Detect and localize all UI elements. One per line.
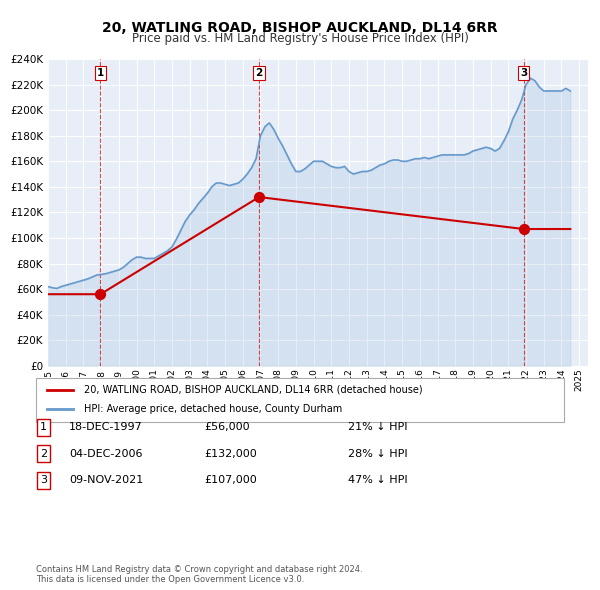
Text: 47% ↓ HPI: 47% ↓ HPI <box>348 476 407 485</box>
Text: 20, WATLING ROAD, BISHOP AUCKLAND, DL14 6RR (detached house): 20, WATLING ROAD, BISHOP AUCKLAND, DL14 … <box>83 385 422 395</box>
Text: 1: 1 <box>97 68 104 78</box>
FancyBboxPatch shape <box>37 472 50 489</box>
Text: 21% ↓ HPI: 21% ↓ HPI <box>348 422 407 432</box>
Text: 3: 3 <box>520 68 527 78</box>
Text: 20, WATLING ROAD, BISHOP AUCKLAND, DL14 6RR: 20, WATLING ROAD, BISHOP AUCKLAND, DL14 … <box>102 21 498 35</box>
Text: 2: 2 <box>40 449 47 458</box>
Text: 04-DEC-2006: 04-DEC-2006 <box>69 449 143 458</box>
FancyBboxPatch shape <box>37 445 50 462</box>
Text: Contains HM Land Registry data © Crown copyright and database right 2024.
This d: Contains HM Land Registry data © Crown c… <box>36 565 362 584</box>
FancyBboxPatch shape <box>37 419 50 435</box>
FancyBboxPatch shape <box>36 378 564 422</box>
Text: 1: 1 <box>40 422 47 432</box>
Text: 3: 3 <box>40 476 47 485</box>
Point <box>254 192 264 202</box>
Text: 28% ↓ HPI: 28% ↓ HPI <box>348 449 407 458</box>
Text: 18-DEC-1997: 18-DEC-1997 <box>69 422 143 432</box>
Text: £132,000: £132,000 <box>204 449 257 458</box>
Text: 09-NOV-2021: 09-NOV-2021 <box>69 476 143 485</box>
Text: HPI: Average price, detached house, County Durham: HPI: Average price, detached house, Coun… <box>83 405 342 414</box>
Point <box>95 290 105 299</box>
Text: Price paid vs. HM Land Registry's House Price Index (HPI): Price paid vs. HM Land Registry's House … <box>131 32 469 45</box>
Point <box>519 224 529 234</box>
Text: £107,000: £107,000 <box>204 476 257 485</box>
Text: 2: 2 <box>256 68 263 78</box>
Text: £56,000: £56,000 <box>204 422 250 432</box>
